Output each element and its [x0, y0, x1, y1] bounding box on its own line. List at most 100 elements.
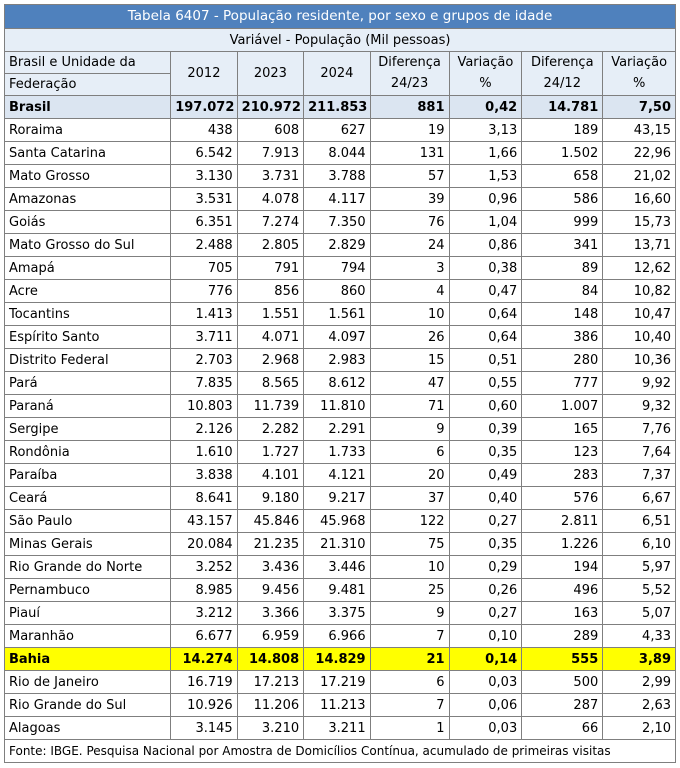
value-2023-cell: 1.551 — [236, 302, 305, 326]
var-24-23-cell: 0,64 — [448, 325, 523, 349]
value-2023-cell: 210.972 — [236, 95, 305, 119]
var-24-12-cell: 5,52 — [602, 578, 676, 602]
var-24-12-cell: 16,60 — [602, 187, 676, 211]
value-2024-cell: 3.375 — [303, 601, 371, 625]
diff-24-23-cell: 25 — [369, 578, 450, 602]
diff-24-23-cell: 122 — [369, 509, 450, 533]
population-table: Tabela 6407 - População residente, por s… — [3, 4, 676, 763]
uf-name-cell: Piauí — [3, 601, 172, 625]
value-2023-cell: 856 — [236, 279, 305, 303]
diff-24-23-cell: 71 — [369, 394, 450, 418]
var-24-23-cell: 0,55 — [448, 371, 523, 395]
diff-24-23-cell: 26 — [369, 325, 450, 349]
var-24-12-cell: 43,15 — [602, 118, 676, 142]
value-2024-cell: 2.983 — [303, 348, 371, 372]
uf-name-cell: Mato Grosso do Sul — [3, 233, 172, 257]
var-24-23-cell: 0,47 — [448, 279, 523, 303]
value-2023-cell: 2.805 — [236, 233, 305, 257]
var-24-23-cell: 0,27 — [448, 601, 523, 625]
value-2012-cell: 20.084 — [170, 532, 238, 556]
value-2023-cell: 3.210 — [236, 716, 305, 740]
var-24-12-cell: 5,07 — [602, 601, 676, 625]
table-row: Roraima 438 608 627 19 3,13 189 43,15 — [3, 118, 676, 142]
diff-24-23-cell: 76 — [369, 210, 450, 234]
diff-24-23-cell: 37 — [369, 486, 450, 510]
value-2024-cell: 8.044 — [303, 141, 371, 165]
diff-24-23-cell: 47 — [369, 371, 450, 395]
diff-24-23-cell: 131 — [369, 141, 450, 165]
value-2012-cell: 197.072 — [170, 95, 238, 119]
value-2023-cell: 14.808 — [236, 647, 305, 671]
var-24-12-cell: 4,33 — [602, 624, 676, 648]
var-24-23-cell: 0,40 — [448, 486, 523, 510]
uf-name-cell: Pará — [3, 371, 172, 395]
var-24-23-cell: 0,14 — [448, 647, 523, 671]
var-24-12-cell: 7,50 — [602, 95, 676, 119]
value-2012-cell: 3.711 — [170, 325, 238, 349]
var-24-23-cell: 0,10 — [448, 624, 523, 648]
var-24-23-cell: 0,03 — [448, 670, 523, 694]
diff-24-12-cell: 1.007 — [521, 394, 604, 418]
value-2024-cell: 4.097 — [303, 325, 371, 349]
var-24-23-cell: 0,35 — [448, 440, 523, 464]
diff-24-23-cell: 15 — [369, 348, 450, 372]
var-24-12-cell: 7,76 — [602, 417, 676, 441]
value-2024-cell: 1.561 — [303, 302, 371, 326]
uf-name-cell: Alagoas — [3, 716, 172, 740]
value-2012-cell: 2.488 — [170, 233, 238, 257]
header-diff2423-line2: 24/23 — [369, 73, 450, 96]
uf-name-cell: Paraíba — [3, 463, 172, 487]
uf-name-cell: Paraná — [3, 394, 172, 418]
header-diff2412-line1: Diferença — [521, 51, 604, 74]
uf-name-cell: Amapá — [3, 256, 172, 280]
var-24-12-cell: 6,10 — [602, 532, 676, 556]
diff-24-12-cell: 163 — [521, 601, 604, 625]
uf-name-cell: Rio Grande do Sul — [3, 693, 172, 717]
value-2024-cell: 17.219 — [303, 670, 371, 694]
value-2023-cell: 791 — [236, 256, 305, 280]
header-2024: 2024 — [303, 51, 371, 96]
uf-name-cell: Rio Grande do Norte — [3, 555, 172, 579]
value-2023-cell: 11.206 — [236, 693, 305, 717]
uf-name-cell: Ceará — [3, 486, 172, 510]
value-2012-cell: 1.413 — [170, 302, 238, 326]
value-2024-cell: 3.788 — [303, 164, 371, 188]
diff-24-23-cell: 19 — [369, 118, 450, 142]
value-2024-cell: 11.213 — [303, 693, 371, 717]
var-24-12-cell: 6,67 — [602, 486, 676, 510]
uf-name-cell: Sergipe — [3, 417, 172, 441]
table-row: Rondônia 1.610 1.727 1.733 6 0,35 123 7,64 — [3, 440, 676, 464]
value-2023-cell: 8.565 — [236, 371, 305, 395]
var-24-12-cell: 3,89 — [602, 647, 676, 671]
diff-24-12-cell: 999 — [521, 210, 604, 234]
value-2023-cell: 7.274 — [236, 210, 305, 234]
value-2023-cell: 2.282 — [236, 417, 305, 441]
value-2024-cell: 860 — [303, 279, 371, 303]
uf-name-cell: Mato Grosso — [3, 164, 172, 188]
table-row: Maranhão 6.677 6.959 6.966 7 0,10 289 4,33 — [3, 624, 676, 648]
diff-24-23-cell: 20 — [369, 463, 450, 487]
diff-24-12-cell: 2.811 — [521, 509, 604, 533]
uf-name-cell: São Paulo — [3, 509, 172, 533]
diff-24-12-cell: 1.226 — [521, 532, 604, 556]
diff-24-23-cell: 10 — [369, 302, 450, 326]
diff-24-12-cell: 1.502 — [521, 141, 604, 165]
diff-24-12-cell: 287 — [521, 693, 604, 717]
table-row: Minas Gerais 20.084 21.235 21.310 75 0,35 1.22… — [3, 532, 676, 556]
diff-24-12-cell: 148 — [521, 302, 604, 326]
table-row: Pernambuco 8.985 9.456 9.481 25 0,26 496 5,52 — [3, 578, 676, 602]
table-row: Espírito Santo 3.711 4.071 4.097 26 0,64 386 10… — [3, 325, 676, 349]
var-24-12-cell: 5,97 — [602, 555, 676, 579]
diff-24-12-cell: 123 — [521, 440, 604, 464]
value-2012-cell: 705 — [170, 256, 238, 280]
table-row: Piauí 3.212 3.366 3.375 9 0,27 163 5,07 — [3, 601, 676, 625]
table-row: Rio Grande do Norte 3.252 3.436 3.446 10 0,29… — [3, 555, 676, 579]
var-24-23-cell: 0,38 — [448, 256, 523, 280]
diff-24-23-cell: 9 — [369, 601, 450, 625]
var-24-12-cell: 22,96 — [602, 141, 676, 165]
value-2023-cell: 2.968 — [236, 348, 305, 372]
value-2024-cell: 211.853 — [303, 95, 371, 119]
value-2023-cell: 4.101 — [236, 463, 305, 487]
header-var2-line2: % — [602, 73, 676, 96]
value-2012-cell: 43.157 — [170, 509, 238, 533]
